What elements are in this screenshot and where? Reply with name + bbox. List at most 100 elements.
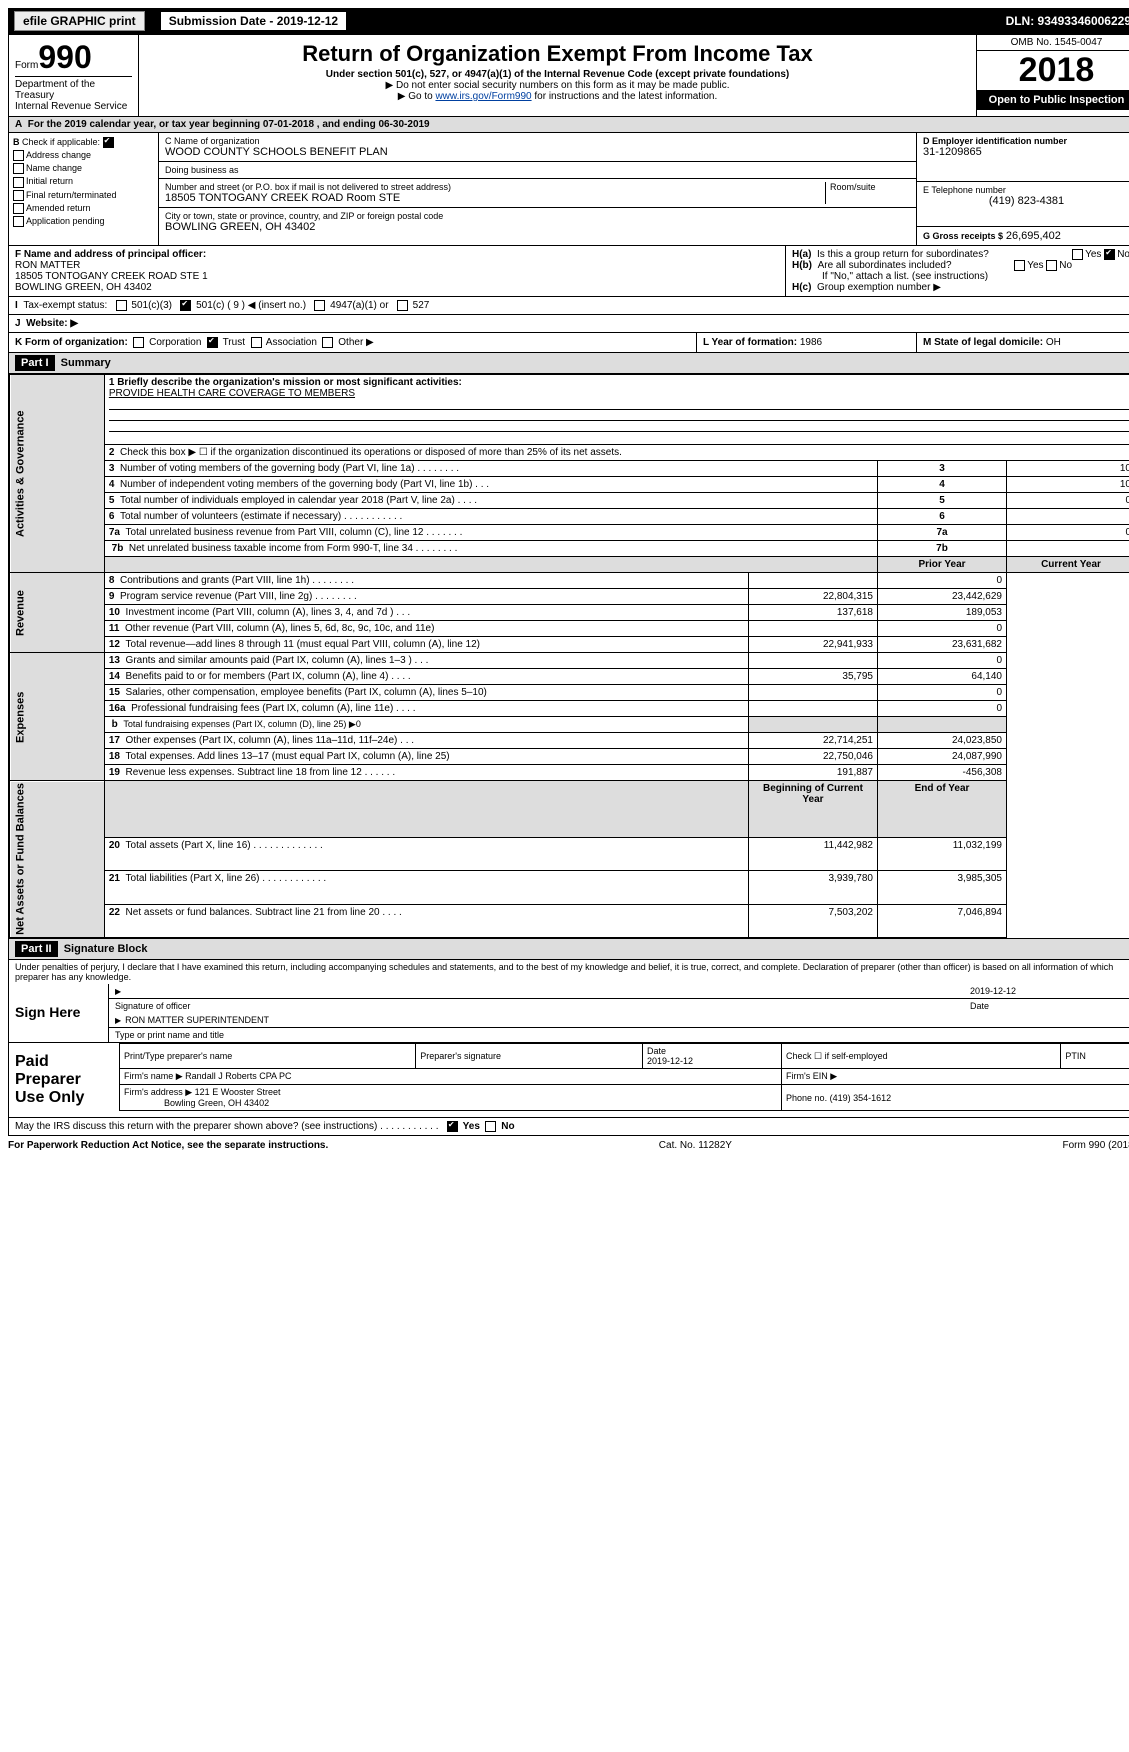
city-value: BOWLING GREEN, OH 43402 [165, 221, 910, 233]
firm-name: Randall J Roberts CPA PC [185, 1071, 291, 1081]
col-prior: Prior Year [878, 557, 1007, 573]
net-row-22: 22 Net assets or fund balances. Subtract… [10, 904, 1129, 937]
entity-info: A For the 2019 calendar year, or tax yea… [8, 117, 1129, 353]
firm-phone: (419) 354-1612 [830, 1093, 892, 1103]
discuss-no[interactable] [485, 1121, 496, 1132]
footer-left: For Paperwork Reduction Act Notice, see … [8, 1140, 328, 1151]
phone-value: (419) 823-4381 [923, 195, 1129, 207]
ein-value: 31-1209865 [923, 146, 1129, 158]
prep-date: 2019-12-12 [647, 1056, 693, 1066]
footer-right: Form 990 (2018) [1063, 1140, 1129, 1151]
hb-no[interactable] [1046, 260, 1057, 271]
form-note2: ▶ Go to www.irs.gov/Form990 for instruct… [145, 91, 970, 102]
box-f-officer: F Name and address of principal officer:… [9, 246, 786, 296]
gross-label: G Gross receipts $ [923, 231, 1003, 241]
chk-assoc[interactable] [251, 337, 262, 348]
discuss-row: May the IRS discuss this return with the… [9, 1117, 1129, 1135]
part2-header: Part II [15, 941, 58, 957]
tax-year: 2018 [977, 51, 1129, 90]
rev-row-12: 12 Total revenue—add lines 8 through 11 … [10, 637, 1129, 653]
box-j-website: J Website: ▶ [9, 314, 1129, 332]
gross-value: 26,695,402 [1006, 230, 1061, 242]
sig-date-label: Date [970, 1001, 1129, 1011]
open-to-public: Open to Public Inspection [977, 90, 1129, 110]
dln: DLN: 93493346006229 [1006, 14, 1129, 28]
omb-number: OMB No. 1545-0047 [977, 35, 1129, 51]
room-label: Room/suite [830, 182, 910, 192]
chk-name-change[interactable]: Name change [13, 163, 154, 174]
line1-label: 1 Briefly describe the organization's mi… [109, 377, 462, 388]
hb-yes[interactable] [1014, 260, 1025, 271]
dept-treasury: Department of the Treasury Internal Reve… [15, 76, 132, 112]
submission-date: Submission Date - 2019-12-12 [161, 12, 346, 30]
sig-officer-label: Signature of officer [115, 1001, 970, 1011]
chk-address-change[interactable]: Address change [13, 150, 154, 161]
irs-link[interactable]: www.irs.gov/Form990 [435, 91, 531, 102]
firm-addr1: 121 E Wooster Street [195, 1087, 281, 1097]
exp-row-14: 14 Benefits paid to or for members (Part… [10, 669, 1129, 685]
chk-501c3[interactable] [116, 300, 127, 311]
rev-row-9: 9 Program service revenue (Part VIII, li… [10, 589, 1129, 605]
mission-text: PROVIDE HEALTH CARE COVERAGE TO MEMBERS [109, 388, 355, 399]
chk-other[interactable] [322, 337, 333, 348]
rev-row-10: 10 Investment income (Part VIII, column … [10, 605, 1129, 621]
exp-row-15: 15 Salaries, other compensation, employe… [10, 685, 1129, 701]
org-name-label: C Name of organization [165, 136, 910, 146]
col-end: End of Year [878, 781, 1007, 837]
chk-527[interactable] [397, 300, 408, 311]
chk-501c[interactable] [180, 300, 191, 311]
box-i-tax-status: I Tax-exempt status: 501(c)(3) 501(c) ( … [9, 296, 1129, 314]
officer-addr2: BOWLING GREEN, OH 43402 [15, 282, 152, 293]
form-header: Form990 Department of the Treasury Inter… [8, 34, 1129, 117]
perjury-text: Under penalties of perjury, I declare th… [9, 960, 1129, 984]
gov-row-7a: 7a Total unrelated business revenue from… [10, 525, 1129, 541]
part-1: Part I Summary Activities & Governance 1… [8, 353, 1129, 939]
efile-print-button[interactable]: efile GRAPHIC print [14, 11, 145, 31]
row-a-tax-year: A For the 2019 calendar year, or tax yea… [9, 117, 1129, 133]
net-row-21: 21 Total liabilities (Part X, line 26) .… [10, 871, 1129, 904]
chk-final-return[interactable]: Final return/terminated [13, 190, 154, 201]
officer-addr1: 18505 TONTOGANY CREEK ROAD STE 1 [15, 271, 208, 282]
ha-no[interactable] [1104, 249, 1115, 260]
preparer-table: Print/Type preparer's name Preparer's si… [119, 1043, 1129, 1111]
box-l-year: L Year of formation: 1986 [696, 333, 916, 352]
part2-title: Signature Block [64, 943, 148, 955]
exp-row-16b: b Total fundraising expenses (Part IX, c… [10, 717, 1129, 733]
part1-title: Summary [61, 357, 111, 369]
chk-4947[interactable] [314, 300, 325, 311]
gov-row-7b: 7b Net unrelated business taxable income… [10, 541, 1129, 557]
exp-row-16a: 16a Professional fundraising fees (Part … [10, 701, 1129, 717]
chk-amended[interactable]: Amended return [13, 203, 154, 214]
checkbox-applicable[interactable] [103, 137, 114, 148]
prep-self-employed[interactable]: Check ☐ if self-employed [782, 1044, 1061, 1069]
part-2: Part II Signature Block Under penalties … [8, 939, 1129, 1136]
box-h: H(a) Is this a group return for subordin… [786, 246, 1129, 296]
chk-pending[interactable]: Application pending [13, 216, 154, 227]
chk-initial-return[interactable]: Initial return [13, 176, 154, 187]
col-current: Current Year [1007, 557, 1129, 573]
form-note1: ▶ Do not enter social security numbers o… [145, 80, 970, 91]
form-number: 990 [38, 39, 91, 75]
officer-name: RON MATTER [15, 260, 80, 271]
ein-label: D Employer identification number [923, 136, 1067, 146]
page-footer: For Paperwork Reduction Act Notice, see … [8, 1136, 1129, 1155]
dba-label: Doing business as [165, 165, 910, 175]
discuss-yes[interactable] [447, 1121, 458, 1132]
chk-trust[interactable] [207, 337, 218, 348]
efile-topbar: efile GRAPHIC print Submission Date - 20… [8, 8, 1129, 34]
box-m-state: M State of legal domicile: OH [916, 333, 1129, 352]
gov-row-6: 6 Total number of volunteers (estimate i… [10, 509, 1129, 525]
col-begin: Beginning of Current Year [749, 781, 878, 837]
gov-row-4: 4 Number of independent voting members o… [10, 477, 1129, 493]
exp-row-19: 19 Revenue less expenses. Subtract line … [10, 765, 1129, 781]
box-b-checkboxes: B Check if applicable: Address change Na… [9, 133, 159, 245]
section-revenue: Revenue [10, 573, 105, 653]
city-label: City or town, state or province, country… [165, 211, 910, 221]
net-row-20: 20 Total assets (Part X, line 16) . . . … [10, 837, 1129, 870]
firm-addr2: Bowling Green, OH 43402 [164, 1098, 269, 1108]
section-netassets: Net Assets or Fund Balances [10, 781, 105, 938]
chk-corp[interactable] [133, 337, 144, 348]
street-label: Number and street (or P.O. box if mail i… [165, 182, 825, 192]
box-k-org-form: K Form of organization: Corporation Trus… [9, 333, 696, 352]
ha-yes[interactable] [1072, 249, 1083, 260]
